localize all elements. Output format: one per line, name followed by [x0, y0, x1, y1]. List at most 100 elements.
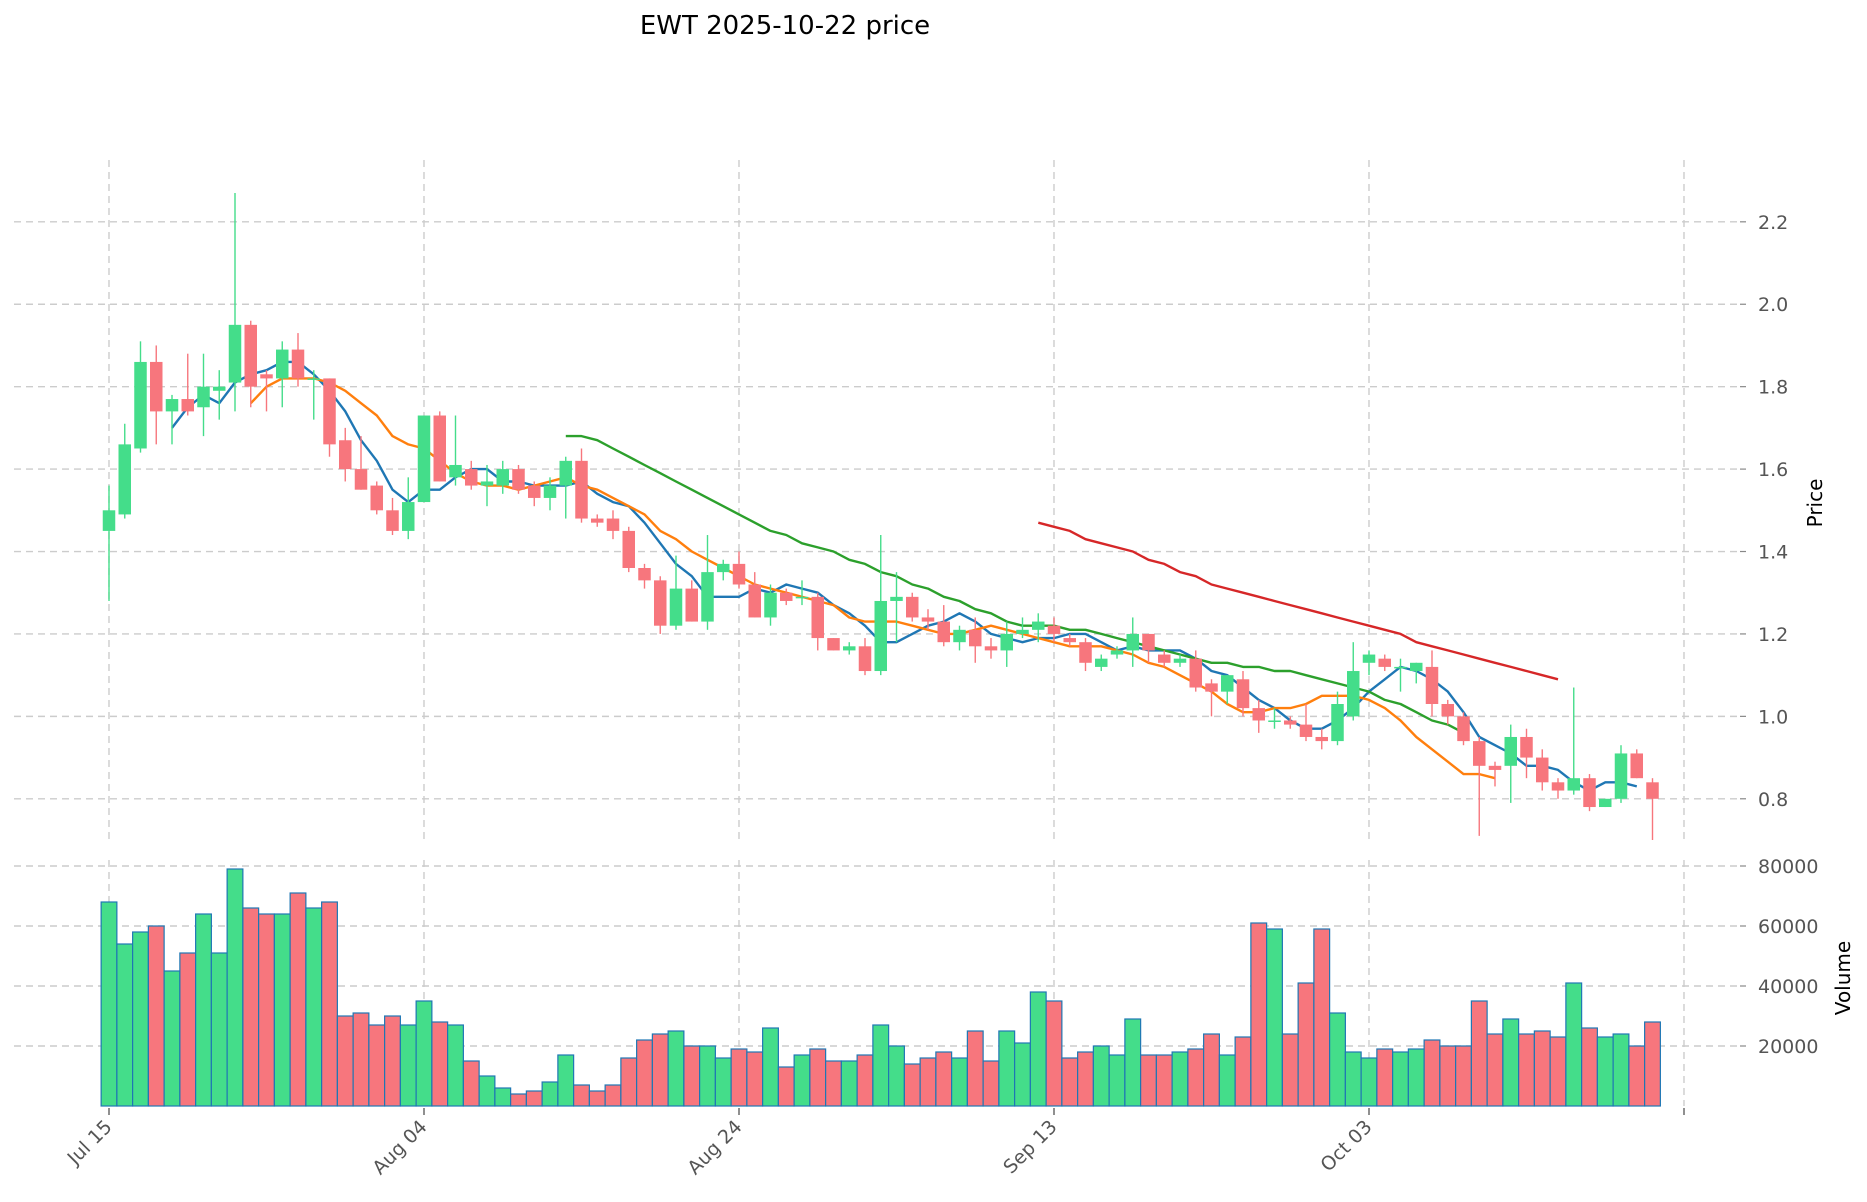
volume-bar [840, 1060, 858, 1107]
candle-body [1016, 629, 1029, 634]
volume-bar [1376, 1048, 1394, 1107]
candle-body [1441, 704, 1454, 717]
price-tick-label: 1.8 [1758, 377, 1788, 399]
candle-body [1047, 625, 1061, 634]
candle [559, 456, 572, 519]
volume-bar [179, 952, 197, 1107]
candle-body [1504, 736, 1517, 766]
candle [1268, 708, 1281, 729]
volume-bar [777, 1066, 795, 1107]
candle-body [1551, 782, 1565, 791]
candle [1473, 736, 1486, 836]
candle [1362, 650, 1376, 676]
price-tick-label: 2.2 [1758, 212, 1788, 234]
candle-body [386, 510, 399, 531]
candle-body [969, 629, 982, 647]
volume-bar [699, 1045, 716, 1107]
volume-bar [1392, 1051, 1409, 1107]
candle-body [827, 638, 840, 651]
volume-bar [683, 1045, 701, 1107]
volume-bar [809, 1048, 827, 1107]
candlestick-layer [102, 192, 1659, 840]
candle [827, 638, 840, 651]
volume-bar [1628, 1045, 1646, 1107]
candle [638, 563, 651, 589]
volume-axis-label: Volume [1831, 941, 1855, 1015]
volume-bar [903, 1063, 921, 1107]
candle-body [1378, 658, 1391, 667]
candle [496, 460, 509, 494]
candle-body [1473, 741, 1486, 766]
volume-bar [1029, 991, 1047, 1107]
candle [1331, 691, 1344, 746]
candle-body [654, 580, 667, 626]
volume-bar [384, 1015, 401, 1107]
candle-body [1536, 757, 1549, 783]
volume-bar [1140, 1054, 1157, 1107]
volume-bar [966, 1030, 984, 1107]
volume-bar [1187, 1048, 1205, 1107]
volume-bar [273, 913, 291, 1107]
volume-tick-label: 60000 [1758, 916, 1818, 938]
candle-body [764, 592, 777, 618]
candle [228, 192, 242, 412]
x-tick-label: Aug 04 [368, 1116, 431, 1179]
volume-bar [289, 892, 307, 1107]
volume-bar [557, 1054, 575, 1107]
candle-body [370, 485, 383, 511]
candle-body [1189, 658, 1202, 688]
candle [465, 460, 478, 490]
volume-bar [1124, 1018, 1142, 1107]
candle [417, 415, 431, 503]
candle-body [1158, 654, 1171, 663]
candle [1583, 774, 1596, 812]
volume-bar [1092, 1045, 1110, 1107]
candle [1095, 654, 1108, 672]
volume-bar [305, 907, 323, 1107]
candle [213, 370, 226, 420]
candle [370, 481, 383, 515]
candle [1567, 687, 1580, 795]
candle [1425, 650, 1439, 717]
candle-body [291, 349, 305, 379]
candle [1158, 650, 1171, 667]
candle-body [890, 596, 903, 601]
candle-body [1205, 683, 1218, 692]
candle-body [795, 596, 809, 599]
candle-body [307, 378, 320, 380]
volume-bar [1108, 1054, 1126, 1107]
candle [748, 572, 761, 618]
volume-tick-label: 80000 [1758, 856, 1818, 878]
volume-bar [856, 1054, 874, 1107]
volume-bar [352, 1012, 370, 1107]
volume-bar [1250, 922, 1268, 1107]
candle-body [1315, 736, 1328, 742]
candle [165, 394, 179, 445]
volume-bar [1329, 1012, 1346, 1107]
price-tick-label: 1.4 [1758, 542, 1788, 564]
volume-bar [1518, 1033, 1535, 1107]
candle [1457, 712, 1470, 746]
candle-body [1000, 633, 1013, 651]
candle-body [228, 324, 242, 383]
volume-bar [1644, 1021, 1661, 1107]
candle [969, 617, 982, 663]
volume-bar [321, 901, 338, 1107]
candle [1079, 638, 1092, 672]
candle-body [323, 378, 336, 445]
candle-body [811, 596, 824, 639]
candle-body [1110, 650, 1124, 655]
candle-body [591, 518, 604, 523]
candle-body [496, 469, 509, 486]
candle-body [606, 518, 620, 531]
candle-body [1032, 621, 1045, 630]
candle [1221, 675, 1234, 704]
candle-body [102, 510, 116, 531]
candle-body [1425, 666, 1439, 704]
x-tick-label: Aug 24 [683, 1116, 746, 1179]
candle [1394, 658, 1407, 692]
candle [1410, 662, 1423, 684]
volume-bar [336, 1015, 354, 1107]
volume-bar [1502, 1018, 1520, 1107]
